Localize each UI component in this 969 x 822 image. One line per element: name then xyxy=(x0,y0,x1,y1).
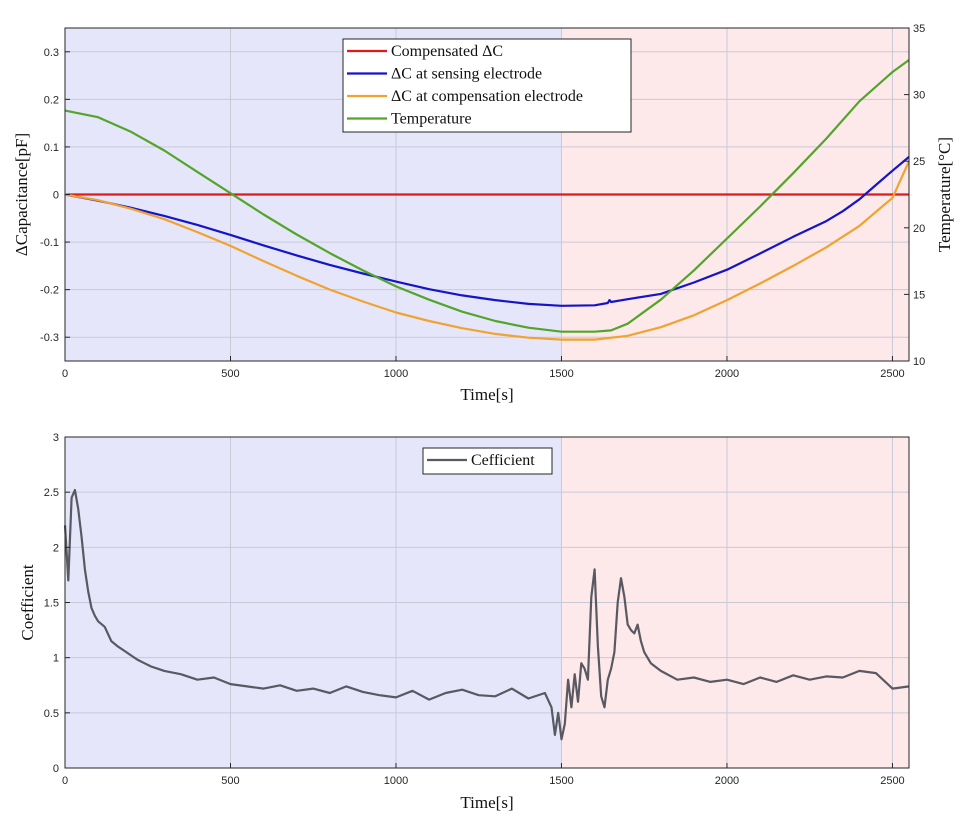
legend-label-3: ΔC at compensation electrode xyxy=(391,88,583,105)
y-tick-label: 1.5 xyxy=(44,598,59,610)
y-tick-label: -0.2 xyxy=(40,285,59,297)
y2-axis-label: Temperature[°C] xyxy=(935,137,954,252)
series-line-3 xyxy=(64,160,911,341)
legend-label-1: Compensated ΔC xyxy=(391,43,503,60)
y-tick-label: 0.1 xyxy=(44,142,59,154)
bottom-chart-panel: 0 500 1000 1500 2000 2500 0 0.5 1 1.5 2 2.5 3 Time[… xyxy=(18,432,910,812)
y2-tick-label: 30 xyxy=(913,90,925,102)
legend-label-2: ΔC at sensing electrode xyxy=(391,66,542,83)
x-tick-label: 500 xyxy=(221,368,239,380)
x-tick-label: 2000 xyxy=(715,368,739,380)
y2-ticks: 10 15 20 25 30 35 xyxy=(904,23,925,368)
x-tick-label: 1500 xyxy=(549,368,573,380)
y-tick-label: -0.3 xyxy=(40,332,59,344)
y-tick-label: 0 xyxy=(53,763,59,775)
legend-label-4: Temperature xyxy=(391,111,472,128)
x-tick-label: 2000 xyxy=(715,775,739,787)
legend-box xyxy=(342,38,632,133)
y-axis-label: Coefficient xyxy=(18,564,37,640)
x-ticks: 0 500 1000 1500 2000 2500 xyxy=(62,763,905,787)
top-chart-panel: 0 500 1000 1500 2000 2500 -0.3 -0.2 -0.1 0 0.1 0.2… xyxy=(12,23,954,404)
legend: Compensated ΔC ΔC at sensing electrode ΔC … xyxy=(342,38,632,133)
series-line-1 xyxy=(63,488,910,741)
y-tick-label: 0.2 xyxy=(44,94,59,106)
x-tick-label: 2500 xyxy=(880,775,904,787)
y-tick-label: 1 xyxy=(53,653,59,665)
y-tick-label: -0.1 xyxy=(40,237,59,249)
y-tick-label: 0.3 xyxy=(44,47,59,59)
legend: Cefficient xyxy=(422,447,553,475)
y2-tick-label: 10 xyxy=(913,356,925,368)
x-tick-label: 1000 xyxy=(384,775,408,787)
y-tick-label: 0 xyxy=(53,190,59,202)
legend-label-1: Cefficient xyxy=(471,452,535,469)
series-line-2 xyxy=(64,156,910,307)
y-axis-label: ΔCapacitance[pF] xyxy=(12,133,31,256)
y-tick-label: 3 xyxy=(53,432,59,444)
x-tick-label: 0 xyxy=(62,775,68,787)
y-tick-label: 2.5 xyxy=(44,487,59,499)
y-ticks: -0.3 -0.2 -0.1 0 0.1 0.2 0.3 xyxy=(40,47,70,344)
x-axis-label: Time[s] xyxy=(460,385,513,404)
x-axis-label: Time[s] xyxy=(460,793,513,812)
x-tick-label: 2500 xyxy=(880,368,904,380)
x-ticks: 0 500 1000 1500 2000 2500 xyxy=(62,356,905,380)
series-lines xyxy=(63,488,910,741)
y-tick-label: 0.5 xyxy=(44,708,59,720)
x-tick-label: 1500 xyxy=(549,775,573,787)
y2-tick-label: 25 xyxy=(913,156,925,168)
series-lines xyxy=(64,59,911,341)
y-ticks: 0 0.5 1 1.5 2 2.5 3 xyxy=(44,432,70,775)
series-line-4 xyxy=(64,59,910,333)
y2-tick-label: 15 xyxy=(913,289,925,301)
x-tick-label: 1000 xyxy=(384,368,408,380)
y2-tick-label: 35 xyxy=(913,23,925,35)
y-tick-label: 2 xyxy=(53,542,59,554)
x-tick-label: 0 xyxy=(62,368,68,380)
y2-tick-label: 20 xyxy=(913,223,925,235)
x-tick-label: 500 xyxy=(221,775,239,787)
